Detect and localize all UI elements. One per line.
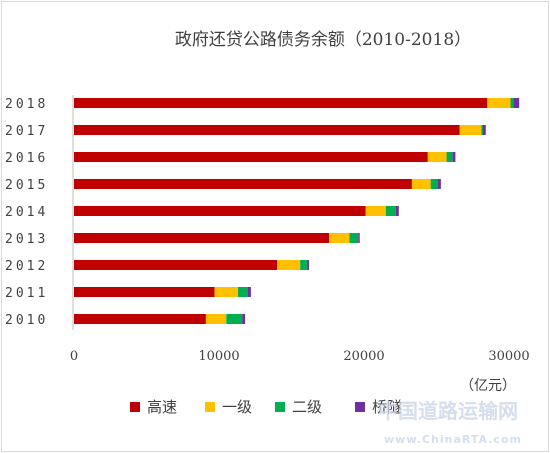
x-tick-10000: 10000 — [198, 349, 239, 364]
bar-二级-2013 — [349, 233, 359, 243]
bar-高速-2010 — [74, 314, 206, 324]
bar-高速-2012 — [74, 260, 277, 270]
bar-二级-2012 — [300, 260, 308, 270]
bar-二级-2016 — [446, 152, 453, 162]
bar-一级-2013 — [329, 233, 350, 243]
bar-高速-2016 — [74, 152, 428, 162]
bar-二级-2017 — [481, 125, 483, 135]
y-tick-2012: 2012 — [5, 259, 48, 274]
bar-一级-2016 — [427, 152, 447, 162]
bar-二级-2014 — [385, 206, 396, 216]
legend-swatch-一级 — [205, 402, 215, 412]
x-tick-20000: 20000 — [343, 349, 384, 364]
bar-高速-2011 — [74, 287, 215, 297]
bar-桥隧-2017 — [482, 125, 486, 135]
y-tick-2017: 2017 — [5, 124, 48, 139]
chart-title: 政府还贷公路债务余额（2010-2018） — [175, 30, 471, 50]
bar-高速-2015 — [74, 179, 412, 189]
bar-桥隧-2016 — [452, 152, 456, 162]
watermark: 中国道路运输网 www.ChinaRTA.com — [378, 399, 522, 446]
bar-高速-2013 — [74, 233, 330, 243]
unit-label: （亿元） — [460, 378, 516, 394]
bar-一级-2015 — [411, 179, 431, 189]
legend-label-一级: 一级 — [222, 398, 252, 416]
y-tick-2018: 2018 — [5, 97, 48, 112]
x-tick-30000: 30000 — [488, 349, 529, 364]
legend-label-桥隧: 桥隧 — [372, 398, 402, 416]
bar-高速-2017 — [74, 125, 460, 135]
bar-一级-2014 — [365, 206, 386, 216]
y-tick-2013: 2013 — [5, 232, 48, 247]
legend-swatch-高速 — [130, 402, 140, 412]
bar-一级-2010 — [205, 314, 227, 324]
legend: 高速 一级 二级 桥隧 — [130, 398, 402, 416]
bars-group — [74, 98, 520, 324]
x-tick-0: 0 — [70, 349, 78, 364]
legend-label-高速: 高速 — [147, 398, 177, 416]
y-tick-2014: 2014 — [5, 205, 48, 220]
legend-swatch-二级 — [275, 402, 285, 412]
legend-swatch-桥隧 — [355, 402, 365, 412]
bar-二级-2010 — [226, 314, 243, 324]
bar-二级-2018 — [510, 98, 514, 108]
legend-label-二级: 二级 — [292, 398, 322, 416]
watermark-text: 中国道路运输网 — [378, 399, 518, 423]
y-tick-2010: 2010 — [5, 313, 48, 328]
bar-高速-2014 — [74, 206, 366, 216]
bar-二级-2011 — [237, 287, 248, 297]
bar-桥隧-2014 — [395, 206, 399, 216]
x-tick-labels: 0 10000 20000 30000 — [70, 349, 530, 364]
bar-一级-2017 — [459, 125, 482, 135]
bar-桥隧-2015 — [438, 179, 441, 189]
bar-一级-2018 — [487, 98, 511, 108]
bar-桥隧-2010 — [242, 314, 246, 324]
bar-一级-2012 — [277, 260, 301, 270]
bar-桥隧-2018 — [513, 98, 520, 108]
bar-桥隧-2013 — [358, 233, 360, 243]
bar-二级-2015 — [430, 179, 438, 189]
y-tick-2011: 2011 — [5, 286, 48, 301]
y-tick-2016: 2016 — [5, 151, 48, 166]
bar-高速-2018 — [74, 98, 488, 108]
watermark-url: www.ChinaRTA.com — [384, 433, 522, 446]
bar-桥隧-2011 — [248, 287, 251, 297]
bar-桥隧-2012 — [307, 260, 309, 270]
bar-一级-2011 — [214, 287, 238, 297]
y-tick-2015: 2015 — [5, 178, 48, 193]
y-tick-labels: 2010 2011 2012 2013 2014 2015 2016 2017 2018 — [5, 97, 48, 328]
